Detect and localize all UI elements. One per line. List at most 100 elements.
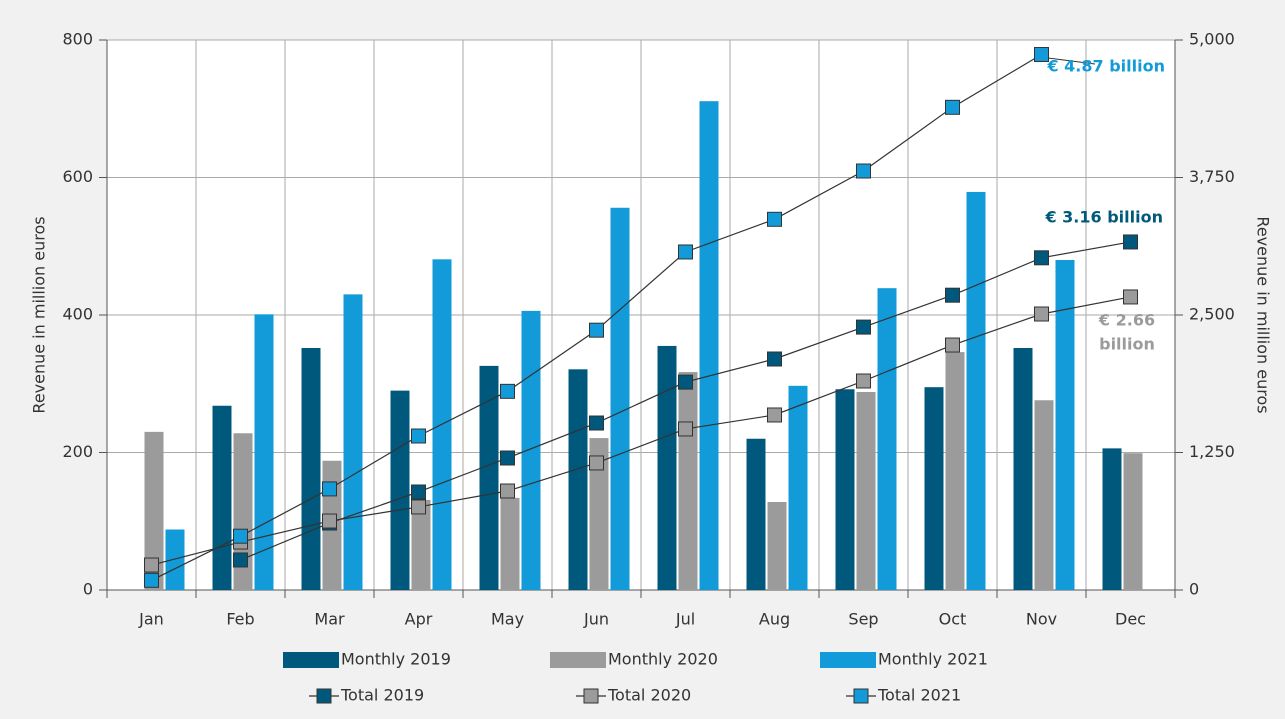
bar bbox=[568, 369, 588, 590]
y2-tick-label: 2,500 bbox=[1189, 305, 1235, 324]
x-tick-label: Jan bbox=[138, 610, 164, 629]
x-tick-label: Jun bbox=[583, 610, 609, 629]
total-marker bbox=[322, 481, 337, 497]
annotation-connector bbox=[1047, 57, 1096, 65]
bar bbox=[479, 365, 499, 590]
total-marker bbox=[589, 455, 604, 471]
total-marker bbox=[1123, 289, 1138, 305]
y-tick-label: 0 bbox=[83, 580, 93, 599]
legend-marker bbox=[853, 688, 869, 704]
total-marker bbox=[411, 499, 426, 515]
total-marker bbox=[1034, 250, 1049, 266]
y-tick-label: 400 bbox=[62, 305, 93, 324]
x-tick-label: May bbox=[491, 610, 524, 629]
x-tick-label: Jul bbox=[675, 610, 695, 629]
bar bbox=[165, 529, 185, 590]
bar bbox=[835, 389, 855, 590]
x-tick-label: Dec bbox=[1115, 610, 1146, 629]
legend-label: Monthly 2019 bbox=[341, 650, 451, 669]
total-marker bbox=[678, 421, 693, 437]
bar bbox=[1055, 260, 1075, 590]
legend-label: Total 2019 bbox=[340, 686, 424, 705]
bar bbox=[233, 433, 253, 590]
total-marker bbox=[322, 513, 337, 529]
total-marker bbox=[233, 552, 248, 568]
bar bbox=[678, 372, 698, 590]
total-marker bbox=[411, 484, 426, 500]
annotation: € 4.87 billion bbox=[1046, 57, 1165, 76]
legend-label: Total 2021 bbox=[877, 686, 961, 705]
legend-swatch bbox=[283, 652, 339, 668]
total-marker bbox=[500, 450, 515, 466]
total-marker bbox=[589, 322, 604, 338]
legend-label: Total 2020 bbox=[607, 686, 691, 705]
bar bbox=[856, 392, 876, 590]
total-marker bbox=[500, 383, 515, 399]
total-marker bbox=[411, 428, 426, 444]
x-tick-label: Oct bbox=[939, 610, 967, 629]
x-tick-label: Mar bbox=[314, 610, 345, 629]
total-line bbox=[151, 296, 1131, 566]
total-marker bbox=[678, 374, 693, 390]
bar bbox=[767, 502, 787, 590]
legend-marker bbox=[583, 688, 599, 704]
total-marker bbox=[1123, 234, 1138, 250]
bar bbox=[589, 438, 609, 590]
bar bbox=[924, 387, 944, 590]
total-marker bbox=[945, 337, 960, 353]
y-tick-label: 200 bbox=[62, 442, 93, 461]
bar bbox=[1123, 453, 1143, 590]
total-marker bbox=[144, 557, 159, 573]
x-tick-label: Aug bbox=[759, 610, 790, 629]
bar bbox=[610, 207, 630, 590]
total-marker bbox=[233, 528, 248, 544]
total-marker bbox=[767, 211, 782, 227]
total-marker bbox=[856, 319, 871, 335]
bar bbox=[411, 499, 431, 590]
y2-tick-label: 0 bbox=[1189, 580, 1199, 599]
total-marker bbox=[856, 373, 871, 389]
y-tick-label: 800 bbox=[62, 30, 93, 49]
bar bbox=[1102, 448, 1122, 590]
total-marker bbox=[856, 163, 871, 179]
total-marker bbox=[500, 483, 515, 499]
y-tick-label: 600 bbox=[62, 167, 93, 186]
x-tick-label: Nov bbox=[1026, 610, 1057, 629]
y2-tick-label: 5,000 bbox=[1189, 30, 1235, 49]
total-marker bbox=[767, 351, 782, 367]
bar bbox=[254, 314, 274, 590]
x-tick-label: Sep bbox=[848, 610, 878, 629]
annotation: billion bbox=[1099, 335, 1155, 354]
total-marker bbox=[767, 407, 782, 423]
total-marker bbox=[589, 415, 604, 431]
y2-axis-title: Revenue in million euros bbox=[1254, 216, 1273, 413]
x-tick-label: Feb bbox=[226, 610, 254, 629]
bar bbox=[877, 288, 897, 590]
bar bbox=[699, 101, 719, 590]
total-marker bbox=[945, 287, 960, 303]
bar bbox=[301, 348, 321, 590]
bar bbox=[746, 438, 766, 590]
total-marker bbox=[1034, 47, 1049, 63]
annotation: € 3.16 billion bbox=[1044, 208, 1163, 227]
total-marker bbox=[1034, 306, 1049, 322]
bar bbox=[1013, 348, 1033, 590]
y2-tick-label: 3,750 bbox=[1189, 167, 1235, 186]
bar bbox=[521, 310, 541, 590]
bar bbox=[390, 390, 410, 590]
legend-label: Monthly 2021 bbox=[878, 650, 988, 669]
bar bbox=[144, 431, 164, 590]
total-marker bbox=[144, 572, 159, 588]
x-tick-label: Apr bbox=[405, 610, 433, 629]
legend-swatch bbox=[820, 652, 876, 668]
bar bbox=[657, 345, 677, 590]
legend-label: Monthly 2020 bbox=[608, 650, 718, 669]
bar bbox=[788, 385, 808, 590]
total-marker bbox=[945, 99, 960, 115]
bar bbox=[212, 405, 232, 590]
annotation: € 2.66 bbox=[1098, 311, 1155, 330]
bar bbox=[500, 497, 520, 590]
total-marker bbox=[678, 244, 693, 260]
